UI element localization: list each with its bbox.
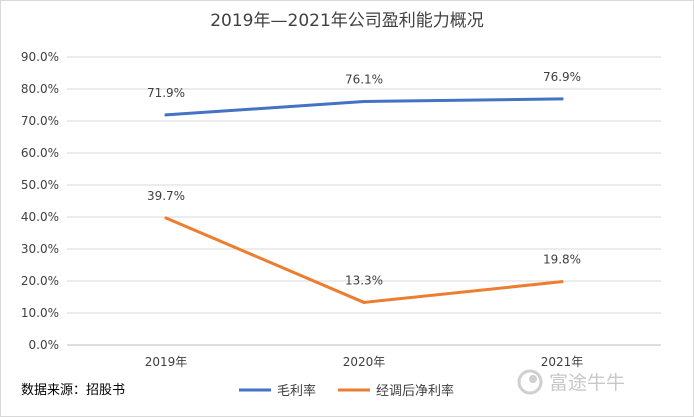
data-label: 71.9% — [147, 86, 185, 100]
y-tick-label: 80.0% — [21, 82, 59, 96]
legend-label-gross-margin: 毛利率 — [277, 383, 316, 399]
source-note: 数据来源：招股书 — [21, 383, 125, 398]
y-tick-label: 30.0% — [21, 242, 59, 256]
data-point — [164, 216, 168, 220]
y-tick-label: 10.0% — [21, 306, 59, 320]
legend-label-adjusted-net-margin: 经调后净利率 — [376, 383, 454, 399]
futu-logo-icon — [517, 369, 543, 395]
watermark-text: 富途牛牛 — [549, 372, 625, 394]
data-point — [560, 97, 564, 101]
gridlines — [67, 56, 661, 346]
x-tick-label: 2020年 — [343, 355, 386, 369]
x-tick-label: 2019年 — [145, 355, 188, 369]
data-label: 76.9% — [543, 70, 581, 84]
data-point — [362, 300, 366, 304]
y-tick-label: 20.0% — [21, 274, 59, 288]
data-point — [560, 280, 564, 284]
series-line-1 — [164, 216, 564, 304]
data-label: 76.1% — [345, 72, 383, 86]
y-tick-label: 0.0% — [29, 338, 60, 352]
y-tick-label: 50.0% — [21, 178, 59, 192]
chart-title: 2019年—2021年公司盈利能力概况 — [210, 11, 484, 31]
x-axis-ticks: 2019年 2020年 2021年 — [145, 355, 584, 369]
data-label: 39.7% — [147, 189, 185, 203]
x-tick-label: 2021年 — [541, 355, 584, 369]
data-labels: 71.9% 76.1% 76.9% 39.7% 13.3% 19.8% — [147, 70, 581, 288]
y-tick-label: 70.0% — [21, 114, 59, 128]
y-tick-label: 90.0% — [21, 50, 59, 64]
y-tick-label: 60.0% — [21, 146, 59, 160]
series-lines — [164, 97, 564, 304]
data-point — [362, 99, 366, 103]
data-point — [164, 113, 168, 117]
watermark: 富途牛牛 — [517, 369, 625, 395]
data-label: 13.3% — [345, 273, 383, 287]
y-tick-label: 40.0% — [21, 210, 59, 224]
legend: 毛利率 经调后净利率 — [239, 383, 454, 399]
y-axis-ticks: 0.0% 10.0% 20.0% 30.0% 40.0% 50.0% 60.0% 70.0% 8… — [21, 50, 59, 352]
data-label: 19.8% — [543, 253, 581, 267]
